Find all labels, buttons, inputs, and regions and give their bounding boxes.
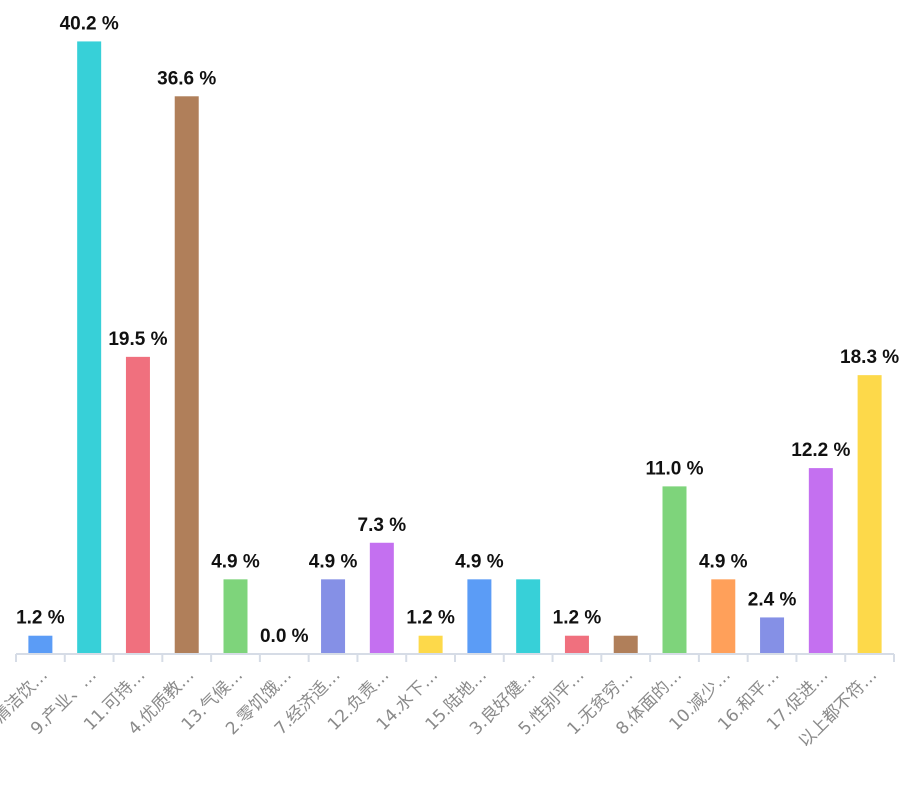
- bar-value-label: 18.3 %: [840, 347, 899, 368]
- bar[interactable]: [760, 617, 785, 654]
- bar-value-label: 0.0 %: [260, 626, 309, 647]
- bar-value-label: 4.9 %: [455, 551, 504, 572]
- bar[interactable]: [613, 635, 638, 654]
- bar[interactable]: [418, 635, 443, 654]
- bar-value-label: 1.2 %: [16, 608, 65, 629]
- bar[interactable]: [223, 579, 248, 654]
- bar-value-label: 7.3 %: [358, 515, 407, 536]
- bar[interactable]: [321, 579, 346, 654]
- bar-value-label: 1.2 %: [406, 608, 455, 629]
- bar[interactable]: [662, 486, 687, 654]
- bars-group: [28, 41, 882, 655]
- bar[interactable]: [857, 375, 882, 654]
- bar-value-label: 36.6 %: [157, 68, 216, 89]
- bar-value-label: 4.9 %: [211, 551, 260, 572]
- bar-value-label: 19.5 %: [108, 329, 167, 350]
- bar-value-label: 2.4 %: [748, 589, 797, 610]
- bar[interactable]: [77, 41, 102, 654]
- bar-value-label: 40.2 %: [60, 13, 119, 34]
- category-labels-group: 6.清洁饮…9.产业、…11.可持…4.优质教…13.气候…2.零饥饿…7.经济…: [0, 665, 881, 751]
- bar[interactable]: [125, 356, 150, 654]
- bar-value-label: 12.2 %: [791, 440, 850, 461]
- bar[interactable]: [28, 635, 53, 654]
- bar-value-label: 1.2 %: [553, 608, 602, 629]
- value-labels-group: 1.2 %40.2 %19.5 %36.6 %4.9 %0.0 %4.9 %7.…: [16, 13, 899, 647]
- bar[interactable]: [808, 468, 833, 654]
- bar[interactable]: [516, 579, 541, 654]
- bar[interactable]: [174, 96, 199, 655]
- bar[interactable]: [467, 579, 492, 654]
- bar[interactable]: [711, 579, 736, 654]
- bar-value-label: 4.9 %: [699, 551, 748, 572]
- bar-value-label: 4.9 %: [309, 551, 358, 572]
- x-axis: [15, 653, 895, 662]
- bar[interactable]: [564, 635, 589, 654]
- bar[interactable]: [369, 542, 394, 654]
- bar-value-label: 11.0 %: [645, 458, 703, 479]
